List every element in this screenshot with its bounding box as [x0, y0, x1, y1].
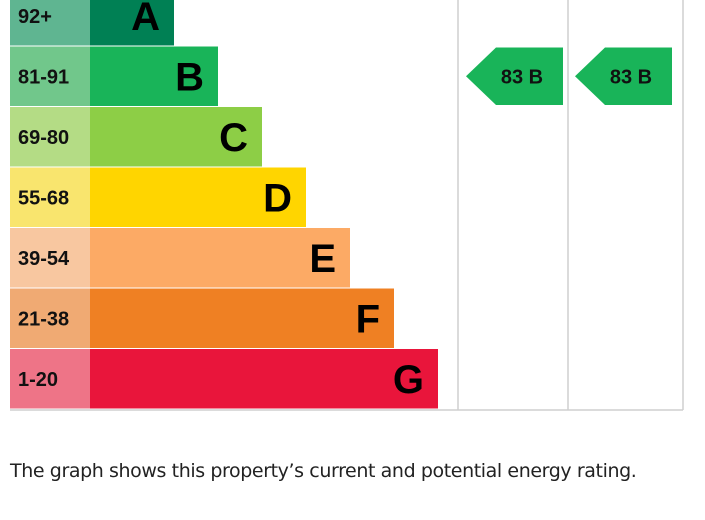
- band-f-bar: [90, 288, 394, 348]
- band-e-bar: [90, 228, 350, 288]
- band-f-range-label: 21-38: [18, 308, 69, 330]
- band-g-range-cell: [10, 349, 90, 409]
- band-c-letter: C: [219, 116, 248, 160]
- energy-rating-chart: 92+ A 81-91 B 69-80 C 55-68 D 39-54 E 21-38 F 1-20 G 8…: [10, 0, 684, 411]
- band-a-range-cell: [10, 0, 90, 46]
- band-d-letter: D: [263, 176, 292, 220]
- band-e-range-cell: [10, 228, 90, 288]
- band-g-range-label: 1-20: [18, 369, 58, 391]
- current-arrow: [466, 47, 563, 105]
- band-b-bar: [90, 46, 218, 106]
- band-d-range-cell: [10, 167, 90, 227]
- band-a-range-label: 92+: [18, 6, 52, 28]
- band-d-bar: [90, 167, 306, 227]
- band-f-letter: F: [356, 297, 380, 341]
- chart-caption: The graph shows this property’s current …: [10, 460, 637, 482]
- band-c-range-cell: [10, 107, 90, 167]
- potential-arrow: [575, 47, 672, 105]
- band-d-range-label: 55-68: [18, 187, 69, 209]
- band-c-range-label: 69-80: [18, 127, 69, 149]
- current-rating-label: 83 B: [501, 66, 543, 88]
- band-b-range-cell: [10, 46, 90, 106]
- band-e-range-label: 39-54: [18, 248, 70, 270]
- band-b-range-label: 81-91: [18, 66, 69, 88]
- band-e-letter: E: [309, 237, 336, 281]
- band-c-bar: [90, 107, 262, 167]
- band-g-letter: G: [393, 358, 424, 402]
- band-b-letter: B: [175, 55, 204, 99]
- potential-rating-label: 83 B: [610, 66, 652, 88]
- band-a-letter: A: [131, 0, 160, 39]
- band-a-bar: [90, 0, 174, 46]
- band-f-range-cell: [10, 288, 90, 348]
- band-g-bar: [90, 349, 438, 409]
